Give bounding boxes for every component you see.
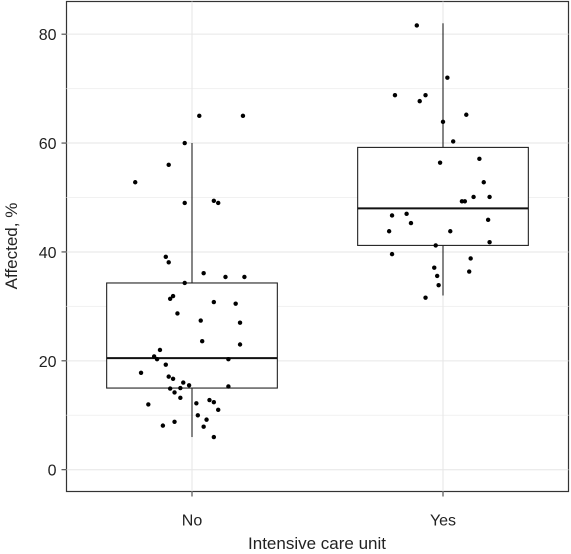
data-point-no: [242, 274, 247, 280]
data-point-yes: [481, 180, 486, 185]
data-point-yes: [445, 75, 450, 80]
data-point-no: [172, 390, 177, 395]
data-point-yes: [432, 265, 437, 270]
data-point-no: [211, 400, 217, 405]
box-layer: [106, 23, 529, 438]
data-point-no: [163, 362, 168, 367]
data-point-no: [160, 423, 166, 428]
data-point-yes: [477, 156, 482, 162]
data-point-no: [223, 274, 228, 280]
data-point-no: [226, 357, 231, 362]
data-point-no: [170, 293, 176, 299]
data-point-yes: [386, 229, 392, 234]
grid-layer: [66, 1, 569, 492]
data-point-no: [240, 113, 246, 119]
data-point-no: [138, 370, 144, 376]
data-point-no: [211, 198, 217, 203]
data-point-yes: [471, 194, 476, 200]
data-point-no: [154, 357, 160, 362]
data-point-no: [157, 347, 163, 353]
data-point-no: [166, 260, 171, 265]
data-point-no: [167, 296, 173, 301]
data-point-no: [211, 434, 217, 440]
y-tick-label: 60: [39, 136, 57, 153]
y-axis-title: Affected, %: [2, 203, 21, 290]
data-point-yes: [450, 139, 456, 144]
data-point-yes: [414, 23, 419, 28]
y-tick-label: 0: [48, 463, 57, 480]
data-point-yes: [437, 160, 443, 165]
data-point-no: [167, 386, 173, 391]
plot-panel-border: [65, 0, 570, 493]
box-iqr-no: [106, 282, 278, 389]
data-point-no: [216, 200, 221, 206]
data-point-yes: [487, 194, 492, 200]
data-point-yes: [436, 282, 441, 288]
data-point-yes: [423, 295, 428, 300]
x-tick-label-no: No: [182, 513, 203, 530]
data-point-no: [233, 301, 238, 306]
data-point-yes: [417, 98, 422, 104]
data-point-no: [151, 354, 157, 359]
data-point-no: [201, 270, 206, 276]
data-point-no: [178, 385, 183, 391]
data-point-yes: [408, 220, 414, 226]
data-point-no: [166, 374, 171, 379]
data-point-yes: [462, 199, 468, 204]
data-point-no: [166, 162, 171, 168]
data-point-yes: [423, 92, 428, 98]
data-point-no: [194, 401, 199, 406]
data-point-no: [182, 280, 187, 286]
data-point-no: [181, 380, 186, 385]
data-point-no: [197, 113, 202, 119]
data-point-no: [216, 407, 221, 413]
data-point-yes: [404, 211, 409, 217]
data-point-yes: [464, 112, 469, 117]
data-point-yes: [389, 213, 395, 218]
point-layer: [133, 23, 492, 440]
data-point-no: [178, 395, 183, 401]
data-point-no: [207, 397, 212, 403]
data-point-no: [182, 140, 187, 146]
data-point-yes: [487, 239, 492, 245]
data-point-no: [146, 402, 151, 407]
data-point-yes: [389, 251, 395, 257]
box-iqr-yes: [357, 146, 529, 246]
data-point-yes: [467, 269, 472, 274]
data-point-no: [175, 311, 180, 316]
data-point-no: [170, 376, 176, 381]
x-tick-label-yes: Yes: [430, 513, 456, 530]
data-point-no: [204, 417, 209, 422]
data-point-no: [211, 299, 217, 305]
data-point-no: [182, 200, 187, 206]
data-point-no: [226, 384, 231, 389]
data-point-no: [163, 254, 168, 260]
y-tick-label: 20: [39, 354, 57, 371]
data-point-yes: [434, 273, 440, 279]
data-point-yes: [468, 256, 473, 261]
data-point-yes: [433, 243, 438, 248]
x-axis-title: Intensive care unit: [248, 534, 386, 553]
data-point-no: [133, 180, 138, 185]
data-point-yes: [392, 92, 398, 98]
data-point-no: [237, 320, 243, 325]
axis-layer: 0 20 40 60 80 No Yes: [39, 27, 456, 529]
data-point-yes: [485, 217, 491, 223]
y-tick-label: 40: [39, 245, 57, 262]
data-point-no: [186, 383, 192, 388]
y-tick-label: 80: [39, 27, 57, 44]
data-point-no: [198, 318, 203, 323]
data-point-no: [172, 419, 177, 425]
data-point-no: [199, 339, 205, 344]
data-point-no: [237, 342, 243, 347]
data-point-no: [195, 413, 201, 418]
data-point-no: [201, 424, 206, 429]
data-point-yes: [440, 119, 446, 125]
data-point-yes: [448, 229, 453, 234]
